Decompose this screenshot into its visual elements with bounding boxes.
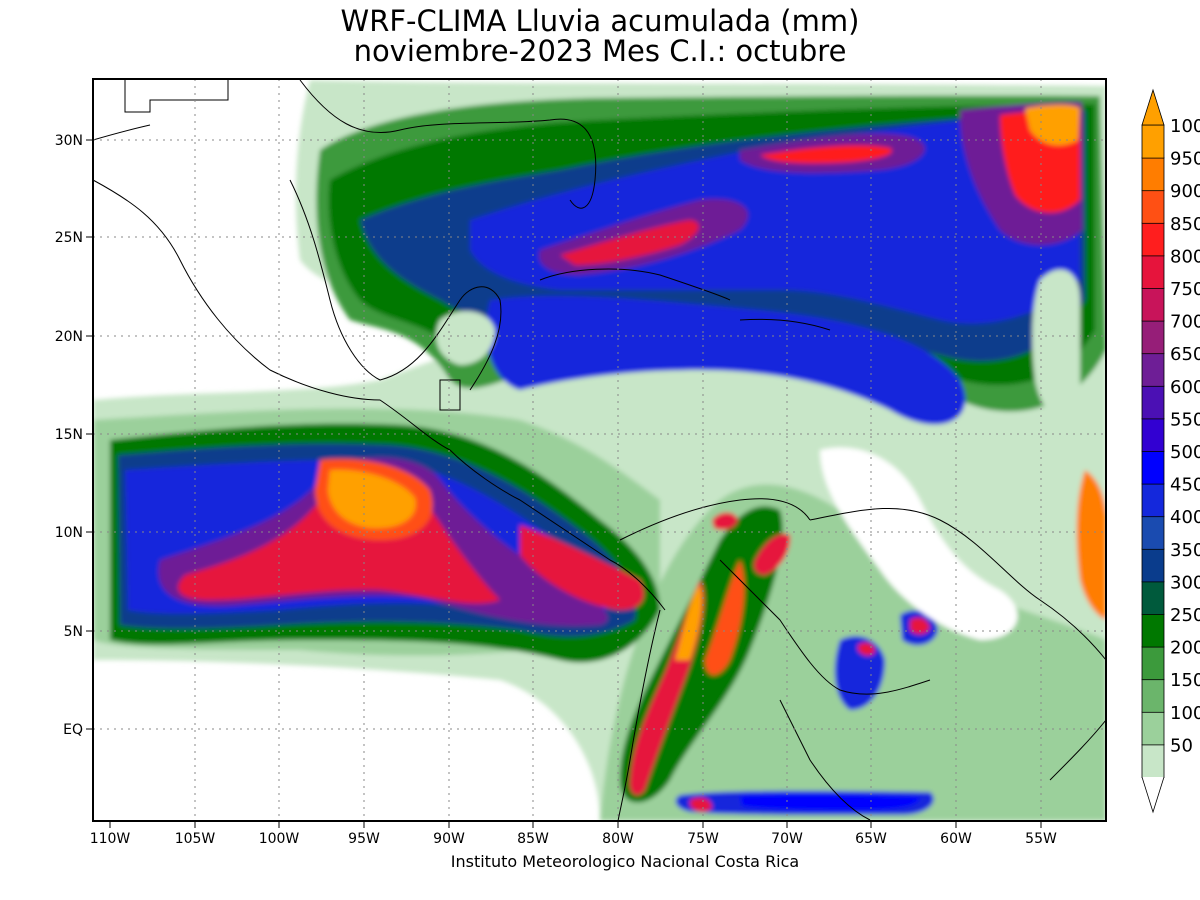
colorbar-swatch xyxy=(1141,646,1165,681)
colorbar-label: 950 xyxy=(1170,149,1200,170)
colorbar-label: 150 xyxy=(1170,670,1200,691)
colorbar-max-arrow xyxy=(1141,88,1165,126)
map-subtitle: noviembre-2023 Mes C.I.: octubre xyxy=(353,34,847,68)
colorbar-label: 300 xyxy=(1170,572,1200,593)
x-tick-label: 90W xyxy=(433,831,465,847)
colorbar-swatch xyxy=(1141,744,1165,778)
y-tick-label: 5N xyxy=(64,624,83,640)
map-title: WRF-CLIMA Lluvia acumulada (mm) xyxy=(340,4,860,38)
x-tick-label: 80W xyxy=(602,831,634,847)
colorbar-swatch xyxy=(1141,613,1165,648)
colorbar-swatch xyxy=(1141,254,1165,289)
colorbar-label: 900 xyxy=(1170,181,1200,202)
colorbar-label: 450 xyxy=(1170,475,1200,496)
y-tick-label: EQ xyxy=(63,722,83,738)
y-tick-label: 30N xyxy=(55,133,83,149)
colorbar-swatch xyxy=(1141,483,1165,518)
graticule xyxy=(93,79,1106,821)
colorbar-label: 600 xyxy=(1170,377,1200,398)
colorbar-swatch xyxy=(1141,678,1165,713)
colorbar-label: 400 xyxy=(1170,507,1200,528)
colorbar-label: 750 xyxy=(1170,279,1200,300)
x-tick-label: 70W xyxy=(771,831,803,847)
colorbar-swatch xyxy=(1141,320,1165,355)
x-tick-label: 95W xyxy=(348,831,380,847)
x-tick-label: 100W xyxy=(259,831,300,847)
colorbar-label: 650 xyxy=(1170,344,1200,365)
colorbar-label: 550 xyxy=(1170,409,1200,430)
colorbar-swatch xyxy=(1141,711,1165,746)
y-tick-label: 25N xyxy=(55,230,83,246)
colorbar-label: 100 xyxy=(1170,703,1200,724)
coastlines xyxy=(93,79,1106,821)
colorbar-swatch xyxy=(1141,417,1165,452)
colorbar-swatch xyxy=(1141,189,1165,224)
colorbar-min-arrow xyxy=(1141,776,1165,814)
plot-frame xyxy=(92,78,1107,822)
colorbar-label: 500 xyxy=(1170,442,1200,463)
credit-text: Instituto Meteorologico Nacional Costa R… xyxy=(450,852,800,871)
colorbar-label: 250 xyxy=(1170,605,1200,626)
colorbar-label: 350 xyxy=(1170,540,1200,561)
y-tick-label: 10N xyxy=(55,525,83,541)
x-tick-label: 110W xyxy=(90,831,131,847)
x-tick-label: 60W xyxy=(940,831,972,847)
colorbar-swatch xyxy=(1141,450,1165,485)
colorbar-swatch xyxy=(1141,222,1165,257)
colorbar-swatch xyxy=(1141,287,1165,322)
colorbar-label: 700 xyxy=(1170,312,1200,333)
x-tick-label: 75W xyxy=(687,831,719,847)
y-tick-label: 20N xyxy=(55,329,83,345)
colorbar-swatch xyxy=(1141,385,1165,420)
y-axis: 30N 25N 20N 15N 10N 5N EQ xyxy=(55,133,93,738)
colorbar-label: 1000 xyxy=(1170,116,1200,137)
x-tick-label: 65W xyxy=(855,831,887,847)
colorbar-swatch xyxy=(1141,548,1165,583)
colorbar-swatch xyxy=(1141,157,1165,192)
colorbar-label: 50 xyxy=(1170,735,1193,756)
colorbar: 50 100 150 200 250 300 350 400 450 500 550 600 650 70… xyxy=(1141,88,1200,814)
colorbar-swatch xyxy=(1141,124,1165,159)
colorbar-label: 850 xyxy=(1170,214,1200,235)
colorbar-label: 800 xyxy=(1170,246,1200,267)
colorbar-swatch xyxy=(1141,352,1165,387)
y-tick-label: 15N xyxy=(55,427,83,443)
colorbar-label: 200 xyxy=(1170,638,1200,659)
x-tick-label: 85W xyxy=(517,831,549,847)
colorbar-swatch xyxy=(1141,515,1165,550)
x-axis: 110W 105W 100W 95W 90W 85W 80W 75W 70W 6… xyxy=(90,821,1057,847)
precip-field xyxy=(93,80,1106,821)
x-tick-label: 105W xyxy=(175,831,216,847)
colorbar-swatch xyxy=(1141,581,1165,615)
x-tick-label: 55W xyxy=(1025,831,1057,847)
